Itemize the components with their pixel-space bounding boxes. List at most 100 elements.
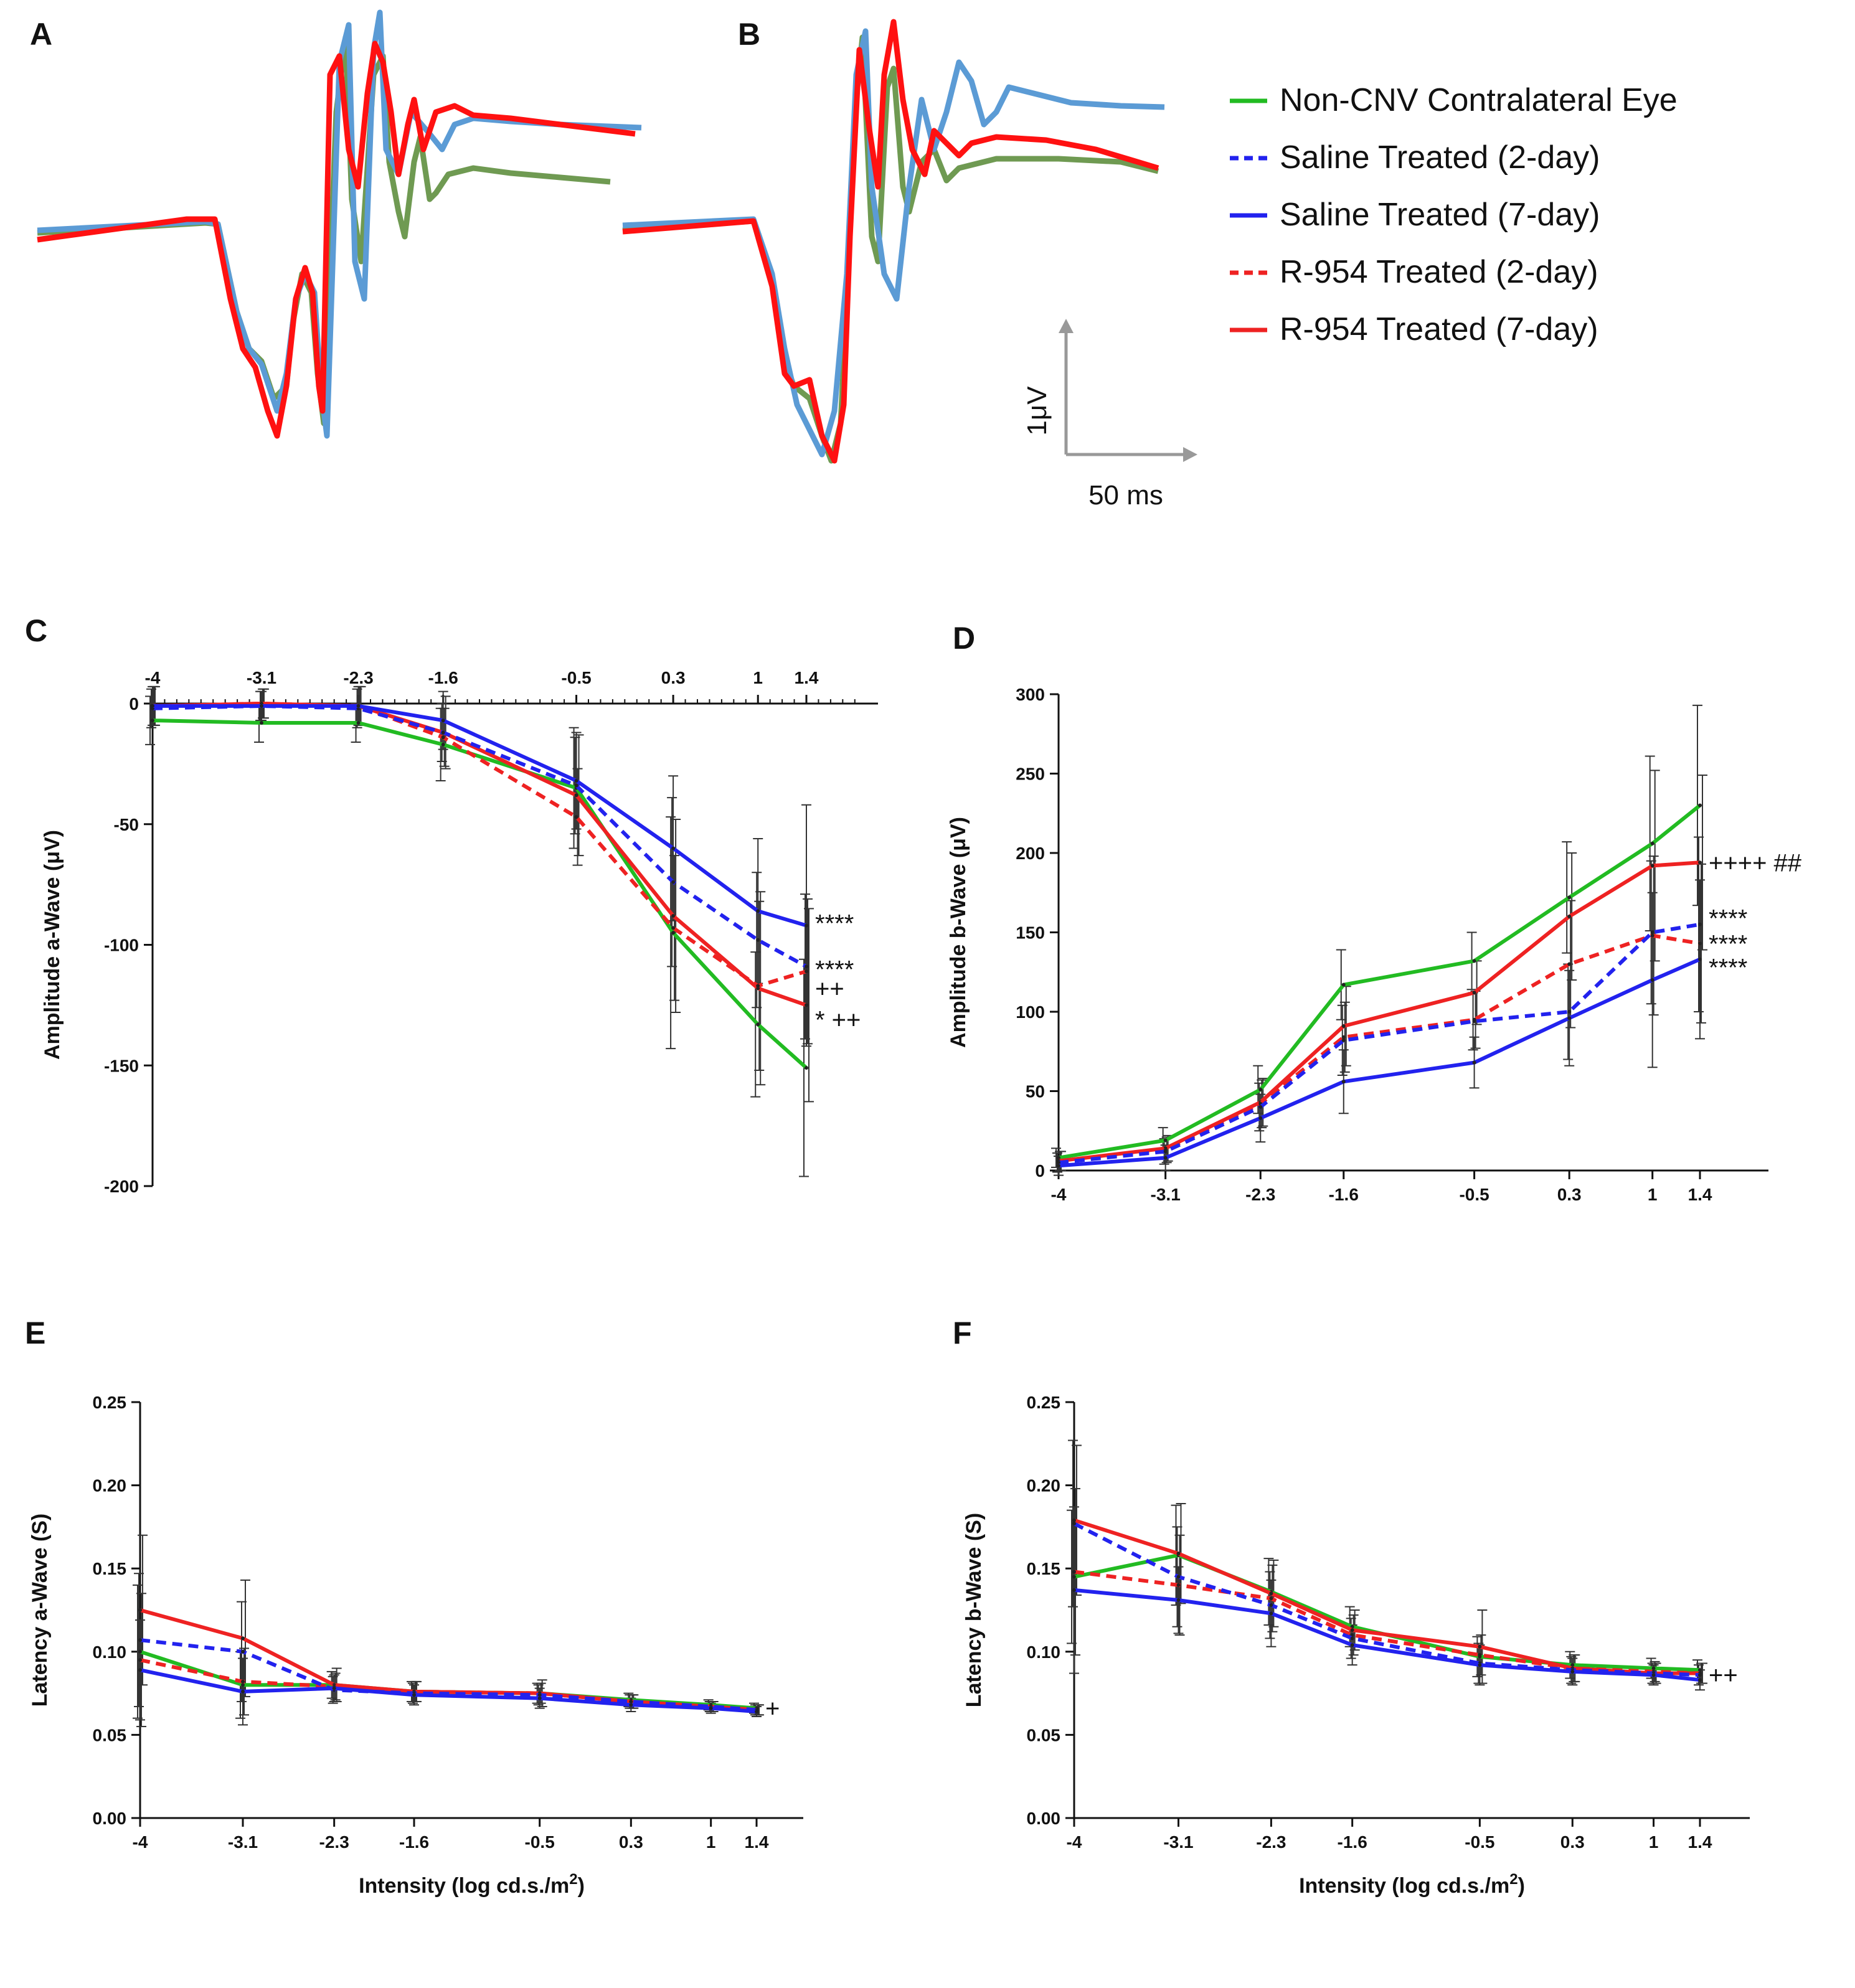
x-tick-label: -1.6: [1338, 1832, 1367, 1852]
data-point: [805, 1003, 808, 1007]
data-point: [412, 1693, 416, 1697]
data-point: [1567, 1016, 1572, 1020]
data-point: [151, 718, 154, 723]
significance-annotation: ****: [1709, 905, 1747, 933]
data-point: [138, 1608, 142, 1612]
data-point: [1341, 1035, 1346, 1039]
data-point: [1567, 915, 1572, 918]
data-point: [1698, 1668, 1702, 1672]
significance-annotation: ****: [815, 910, 854, 938]
data-point: [805, 1066, 808, 1070]
data-point: [1341, 1038, 1346, 1042]
trace-b-blue: [622, 28, 1165, 458]
data-point: [1570, 1669, 1575, 1674]
x-axis-title-sup: 2: [1509, 1871, 1518, 1888]
data-point: [151, 704, 154, 708]
trace-b-green: [622, 34, 1159, 464]
data-point: [1269, 1596, 1273, 1601]
data-point: [1472, 959, 1476, 963]
scale-y-label: 1μV: [1022, 386, 1052, 436]
data-point: [574, 793, 578, 798]
legend-label-4: R-954 Treated (7-day): [1280, 311, 1598, 347]
data-point: [241, 1649, 245, 1654]
x-tick-label: -2.3: [1256, 1832, 1286, 1852]
data-point: [241, 1636, 245, 1641]
data-point: [1176, 1598, 1181, 1602]
data-point: [671, 880, 676, 884]
series-line-0: [139, 1649, 757, 1710]
data-point: [1269, 1611, 1273, 1616]
series-line-3: [1074, 1570, 1701, 1675]
y-tick-label: -150: [104, 1056, 139, 1075]
y-axis-title: Latency a-Wave (S): [28, 1514, 52, 1707]
y-tick-label: 0.25: [93, 1393, 127, 1412]
data-point: [756, 909, 760, 913]
data-point: [1176, 1583, 1181, 1587]
series-line-2: [153, 704, 807, 928]
data-point: [629, 1699, 633, 1703]
y-tick-label: 0: [129, 694, 139, 714]
x-tick-label: -0.5: [525, 1832, 555, 1852]
data-point: [1072, 1518, 1076, 1522]
data-point: [1057, 1161, 1060, 1165]
x-tick-label: 0.3: [619, 1832, 643, 1852]
data-point: [1269, 1603, 1273, 1607]
data-point: [574, 815, 578, 819]
y-tick-label: 0.25: [1027, 1393, 1061, 1412]
y-tick-label: 0: [1035, 1161, 1045, 1180]
data-point: [138, 1638, 142, 1642]
data-point: [756, 1022, 760, 1027]
series-line-2: [1058, 958, 1701, 1168]
x-tick-label: -1.6: [1329, 1185, 1359, 1204]
x-axis-title: Intensity (log cd.s./m2): [359, 1871, 585, 1898]
data-point: [1258, 1116, 1263, 1120]
data-point: [1163, 1138, 1168, 1142]
series-line-1: [1058, 922, 1701, 1165]
data-point: [1650, 930, 1654, 935]
series-line-4: [1058, 860, 1701, 1163]
x-tick-label: -2.3: [319, 1832, 349, 1852]
data-point: [1567, 895, 1572, 900]
data-point: [260, 721, 263, 725]
chart-e: -4 -3.1 -2.3 -1.6 -0.5 0.3 1 1.4 0.00 0.05 0.10 0.1…: [28, 1393, 803, 1898]
data-point: [241, 1683, 245, 1687]
x-tick-label: -4: [133, 1832, 148, 1852]
x-tick-label: -3.1: [247, 668, 276, 687]
data-point: [537, 1696, 542, 1700]
significance-annotation: ****: [1709, 930, 1747, 958]
legend-label-2: Saline Treated (7-day): [1280, 197, 1600, 233]
data-point: [1258, 1087, 1263, 1091]
significance-annotation: ****: [1709, 954, 1747, 982]
data-point: [574, 783, 578, 788]
scale-x-label: 50 ms: [1088, 480, 1163, 511]
significance-annotation: ++: [1709, 1662, 1738, 1689]
data-point: [1072, 1570, 1076, 1574]
data-point: [441, 718, 445, 723]
data-point: [1341, 982, 1346, 987]
y-tick-label: 0.00: [1027, 1809, 1061, 1828]
data-point: [1567, 1010, 1572, 1014]
y-tick-label: 250: [1016, 765, 1045, 784]
y-tick-label: 200: [1016, 844, 1045, 863]
x-tick-label: -2.3: [343, 668, 373, 687]
series-line-0: [152, 718, 808, 1070]
series-line-1: [152, 704, 808, 969]
trace-panel-b: [622, 19, 1165, 464]
data-point: [1698, 803, 1702, 808]
y-tick-label: 0.20: [1027, 1476, 1061, 1496]
x-axis-title-main: Intensity (log cd.s./m: [359, 1874, 569, 1898]
x-tick-label: 1.4: [1688, 1185, 1712, 1204]
data-point: [1698, 941, 1702, 946]
significance-annotation: ****: [815, 956, 854, 983]
chart-c: -4 -3.1 -2.3 -1.6 -0.5 0.3 1 1.4 0 -50 -100 -150 -20…: [40, 668, 878, 1196]
y-tick-label: 0.15: [1027, 1559, 1061, 1578]
significance-annotation: ++: [815, 975, 844, 1002]
x-tick-label: 0.3: [1560, 1832, 1585, 1852]
trace-a-blue: [37, 9, 642, 439]
y-tick-label: 0.15: [93, 1559, 127, 1578]
series-line-3: [152, 702, 807, 988]
x-tick-label: 1: [1648, 1185, 1658, 1204]
data-point: [1698, 957, 1702, 961]
x-axis-title-sup: 2: [569, 1871, 577, 1888]
